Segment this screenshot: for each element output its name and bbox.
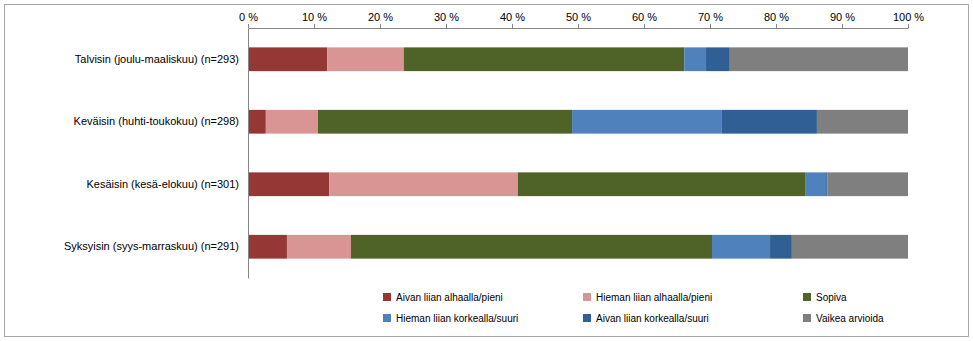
tick: 80 % bbox=[764, 11, 789, 28]
bar-segment bbox=[248, 110, 266, 134]
bar-segment bbox=[248, 172, 329, 196]
series bbox=[572, 47, 826, 258]
legend: Aivan liian alhaalla/pieni Hieman liian a… bbox=[383, 292, 884, 324]
legend-label: Hieman liian alhaalla/pieni bbox=[596, 292, 712, 303]
legend-swatch bbox=[803, 314, 811, 322]
bar-segment bbox=[248, 47, 327, 71]
legend-swatch bbox=[583, 293, 591, 301]
tick-label: 100 % bbox=[893, 11, 924, 23]
legend-label: Hieman liian korkealla/suuri bbox=[396, 313, 518, 324]
bar-segment bbox=[706, 47, 730, 71]
tick-label: Talvisin (joulu-maaliskuu) (n=293) bbox=[75, 53, 239, 65]
bar-segment bbox=[404, 47, 685, 71]
legend-swatch bbox=[383, 293, 391, 301]
legend-item: Vaikea arvioida bbox=[803, 313, 884, 324]
bar-segment bbox=[817, 110, 908, 134]
x-axis: 0 % 10 % 20 % 30 % 40 % 50 % 60 % 70 % 80 % 90 % 1… bbox=[239, 11, 924, 29]
series bbox=[730, 47, 908, 258]
tick-mark bbox=[776, 24, 777, 28]
bar-segment bbox=[770, 235, 792, 259]
tick-label: Keväisin (huhti-toukokuu) (n=298) bbox=[74, 115, 239, 127]
legend-label: Aivan liian alhaalla/pieni bbox=[396, 292, 503, 303]
bar-segment bbox=[518, 172, 806, 196]
tick-mark bbox=[446, 24, 447, 28]
series bbox=[318, 47, 806, 258]
tick-mark bbox=[908, 24, 909, 28]
bar-segment bbox=[827, 172, 908, 196]
plot: 0 % 10 % 20 % 30 % 40 % 50 % 60 % 70 % 80 % 90 % 1… bbox=[64, 11, 924, 279]
bar-segment bbox=[722, 110, 817, 134]
tick: 10 % bbox=[302, 11, 327, 28]
tick-mark bbox=[380, 24, 381, 28]
tick-label: 30 % bbox=[434, 11, 459, 23]
series bbox=[248, 47, 329, 258]
chart-border bbox=[5, 5, 969, 337]
legend-swatch bbox=[383, 314, 391, 322]
tick: 50 % bbox=[566, 11, 591, 28]
tick: Kesäisin (kesä-elokuu) (n=301) bbox=[86, 178, 239, 190]
bar-segment bbox=[266, 110, 318, 134]
tick-mark bbox=[710, 24, 711, 28]
legend-item: Aivan liian alhaalla/pieni bbox=[383, 292, 503, 303]
tick-label: 80 % bbox=[764, 11, 789, 23]
tick-label: Syksyisin (syys-marraskuu) (n=291) bbox=[64, 240, 239, 252]
tick-mark bbox=[578, 24, 579, 28]
tick: Syksyisin (syys-marraskuu) (n=291) bbox=[64, 240, 239, 252]
tick: 70 % bbox=[698, 11, 723, 28]
bar-segment bbox=[572, 110, 722, 134]
y-axis: Talvisin (joulu-maaliskuu) (n=293) Keväis… bbox=[64, 29, 249, 279]
tick: 90 % bbox=[830, 11, 855, 28]
tick-label: 70 % bbox=[698, 11, 723, 23]
legend-label: Vaikea arvioida bbox=[816, 313, 884, 324]
axis-line bbox=[248, 29, 249, 279]
bar-segment bbox=[806, 172, 826, 196]
tick-label: 0 % bbox=[239, 11, 258, 23]
bar-segment bbox=[684, 47, 706, 71]
tick-label: 90 % bbox=[830, 11, 855, 23]
tick: 20 % bbox=[368, 11, 393, 28]
bars bbox=[248, 47, 908, 258]
tick-label: Kesäisin (kesä-elokuu) (n=301) bbox=[86, 178, 239, 190]
tick-label: 20 % bbox=[368, 11, 393, 23]
tick-mark bbox=[248, 24, 249, 28]
legend-swatch bbox=[803, 293, 811, 301]
bar-segment bbox=[287, 235, 351, 259]
bar-segment bbox=[327, 47, 404, 71]
tick: 100 % bbox=[893, 11, 924, 28]
tick-label: 10 % bbox=[302, 11, 327, 23]
tick-label: 40 % bbox=[500, 11, 525, 23]
tick: Talvisin (joulu-maaliskuu) (n=293) bbox=[75, 53, 239, 65]
tick: 60 % bbox=[632, 11, 657, 28]
tick: 40 % bbox=[500, 11, 525, 28]
tick-mark bbox=[314, 24, 315, 28]
bar-segment bbox=[792, 235, 908, 259]
bar-segment bbox=[730, 47, 908, 71]
legend-label: Sopiva bbox=[816, 292, 847, 303]
bar-segment bbox=[351, 235, 712, 259]
chart: 0 % 10 % 20 % 30 % 40 % 50 % 60 % 70 % 80 % 90 % 1… bbox=[0, 0, 973, 341]
axis-line bbox=[249, 28, 909, 29]
tick-mark bbox=[842, 24, 843, 28]
tick-mark bbox=[512, 24, 513, 28]
legend-item: Sopiva bbox=[803, 292, 847, 303]
series bbox=[706, 47, 827, 258]
legend-item: Hieman liian alhaalla/pieni bbox=[583, 292, 712, 303]
legend-swatch bbox=[583, 314, 591, 322]
tick-mark bbox=[644, 24, 645, 28]
tick-label: 60 % bbox=[632, 11, 657, 23]
legend-item: Aivan liian korkealla/suuri bbox=[583, 313, 709, 324]
legend-label: Aivan liian korkealla/suuri bbox=[596, 313, 709, 324]
tick: Keväisin (huhti-toukokuu) (n=298) bbox=[74, 115, 239, 127]
tick-label: 50 % bbox=[566, 11, 591, 23]
bar-segment bbox=[318, 110, 572, 134]
tick: 30 % bbox=[434, 11, 459, 28]
bar-segment bbox=[329, 172, 518, 196]
bar-segment bbox=[248, 235, 287, 259]
tick: 0 % bbox=[239, 11, 258, 28]
legend-item: Hieman liian korkealla/suuri bbox=[383, 313, 518, 324]
bar-segment bbox=[712, 235, 770, 259]
series bbox=[266, 47, 518, 258]
bar-segment bbox=[826, 172, 827, 196]
